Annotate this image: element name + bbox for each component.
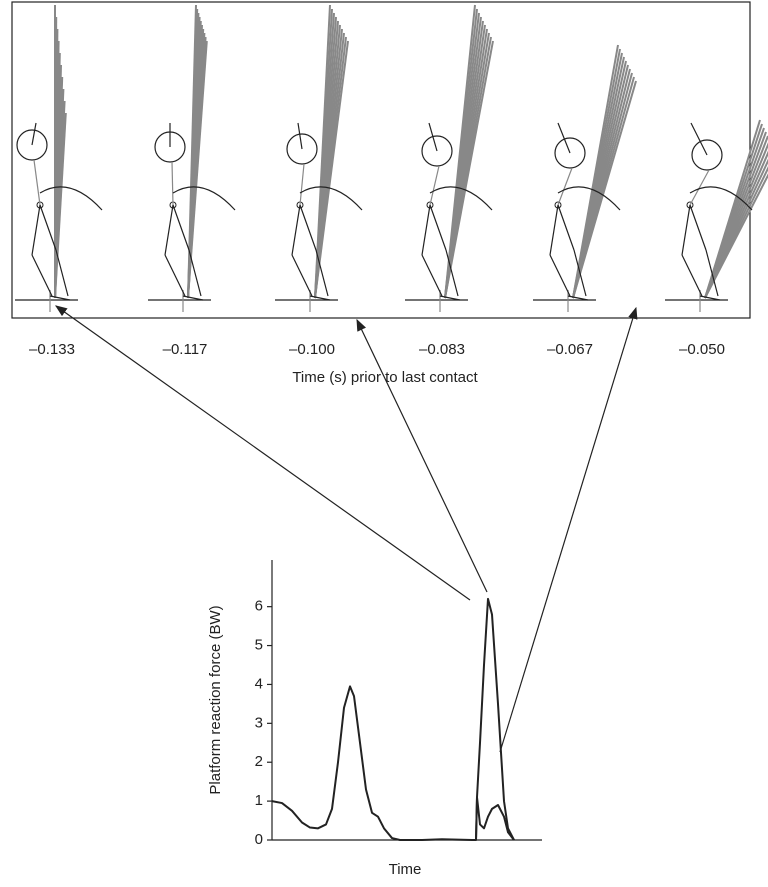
figure-line — [297, 122, 303, 150]
figure-line — [39, 204, 57, 251]
figure-line — [291, 254, 313, 297]
figure-line — [172, 204, 190, 251]
figure-line — [573, 249, 587, 297]
y-tick-label: 1 — [255, 792, 263, 809]
figure-line — [444, 40, 494, 299]
figure-line — [429, 165, 440, 206]
figure-line — [33, 159, 41, 206]
figure-line — [689, 204, 707, 251]
data-line — [475, 796, 515, 841]
frame-time-label: –0.050 — [679, 341, 725, 358]
figure-line — [31, 122, 37, 146]
figure-arm — [172, 186, 236, 211]
frame-time-label: –0.083 — [419, 341, 465, 358]
frames-box — [11, 1, 751, 319]
figure-line — [549, 254, 571, 297]
figure-line — [31, 204, 41, 256]
figure-line — [421, 254, 443, 297]
figure-line — [164, 254, 186, 297]
figure-line — [681, 204, 691, 256]
figure-line — [557, 122, 571, 154]
figure-line — [299, 204, 317, 251]
figure-line — [705, 249, 719, 297]
data-line — [271, 597, 515, 841]
figure-line — [429, 204, 447, 251]
y-tick-label: 5 — [255, 637, 263, 654]
figure-line — [49, 295, 71, 301]
figure-line — [557, 204, 575, 251]
y-tick-label: 4 — [255, 675, 263, 692]
y-axis-label: Platform reaction force (BW) — [207, 605, 224, 794]
y-tick-label: 6 — [255, 598, 263, 615]
y-tick-label: 0 — [255, 831, 263, 848]
figure-line — [291, 204, 301, 256]
arrows — [55, 305, 638, 753]
figure-line — [187, 40, 208, 299]
figure-head — [421, 135, 453, 167]
figure-line — [681, 254, 703, 297]
figure-head — [286, 133, 318, 165]
figure-line — [690, 122, 708, 156]
figure-line — [164, 204, 174, 256]
figure-line — [54, 112, 67, 299]
figure-arm — [39, 186, 103, 211]
figure-line — [428, 122, 438, 152]
figure-arm — [557, 186, 621, 211]
arrow — [55, 305, 471, 601]
figure-line — [704, 173, 768, 299]
figure-line — [182, 295, 204, 301]
figure-line — [549, 204, 559, 256]
figure-line — [309, 295, 331, 301]
frame-time-label: –0.117 — [163, 341, 208, 358]
frame-time-label: –0.067 — [547, 341, 593, 358]
figure-arm — [429, 186, 493, 211]
figure-line — [699, 295, 721, 301]
stick-figures — [15, 4, 768, 312]
frame-time-label: –0.133 — [29, 341, 75, 358]
figure-line — [188, 249, 202, 297]
figure-line — [445, 249, 459, 297]
figure-line — [689, 169, 710, 206]
figure-head — [16, 129, 48, 161]
figure-head — [554, 137, 586, 169]
figure-line — [567, 295, 589, 301]
arrow — [499, 306, 638, 753]
arrow — [356, 318, 488, 593]
frame-time-label: –0.100 — [289, 341, 335, 358]
figure-line — [171, 161, 174, 206]
figure-arm — [299, 186, 363, 211]
figure-line — [572, 80, 637, 299]
y-tick-label: 3 — [255, 714, 263, 731]
figure-line — [557, 167, 573, 206]
frames-caption: Time (s) prior to last contact — [292, 369, 478, 386]
figure-line — [439, 295, 461, 301]
figure-line — [299, 163, 305, 206]
figure-line — [314, 40, 349, 299]
figure-line — [421, 204, 431, 256]
figure-arm — [689, 186, 753, 211]
figure-line — [315, 249, 329, 297]
x-axis-label: Time — [389, 861, 422, 878]
figure-line — [55, 249, 69, 297]
figure-head — [691, 139, 723, 171]
figure-line — [31, 254, 53, 297]
y-tick-label: 2 — [255, 753, 263, 770]
